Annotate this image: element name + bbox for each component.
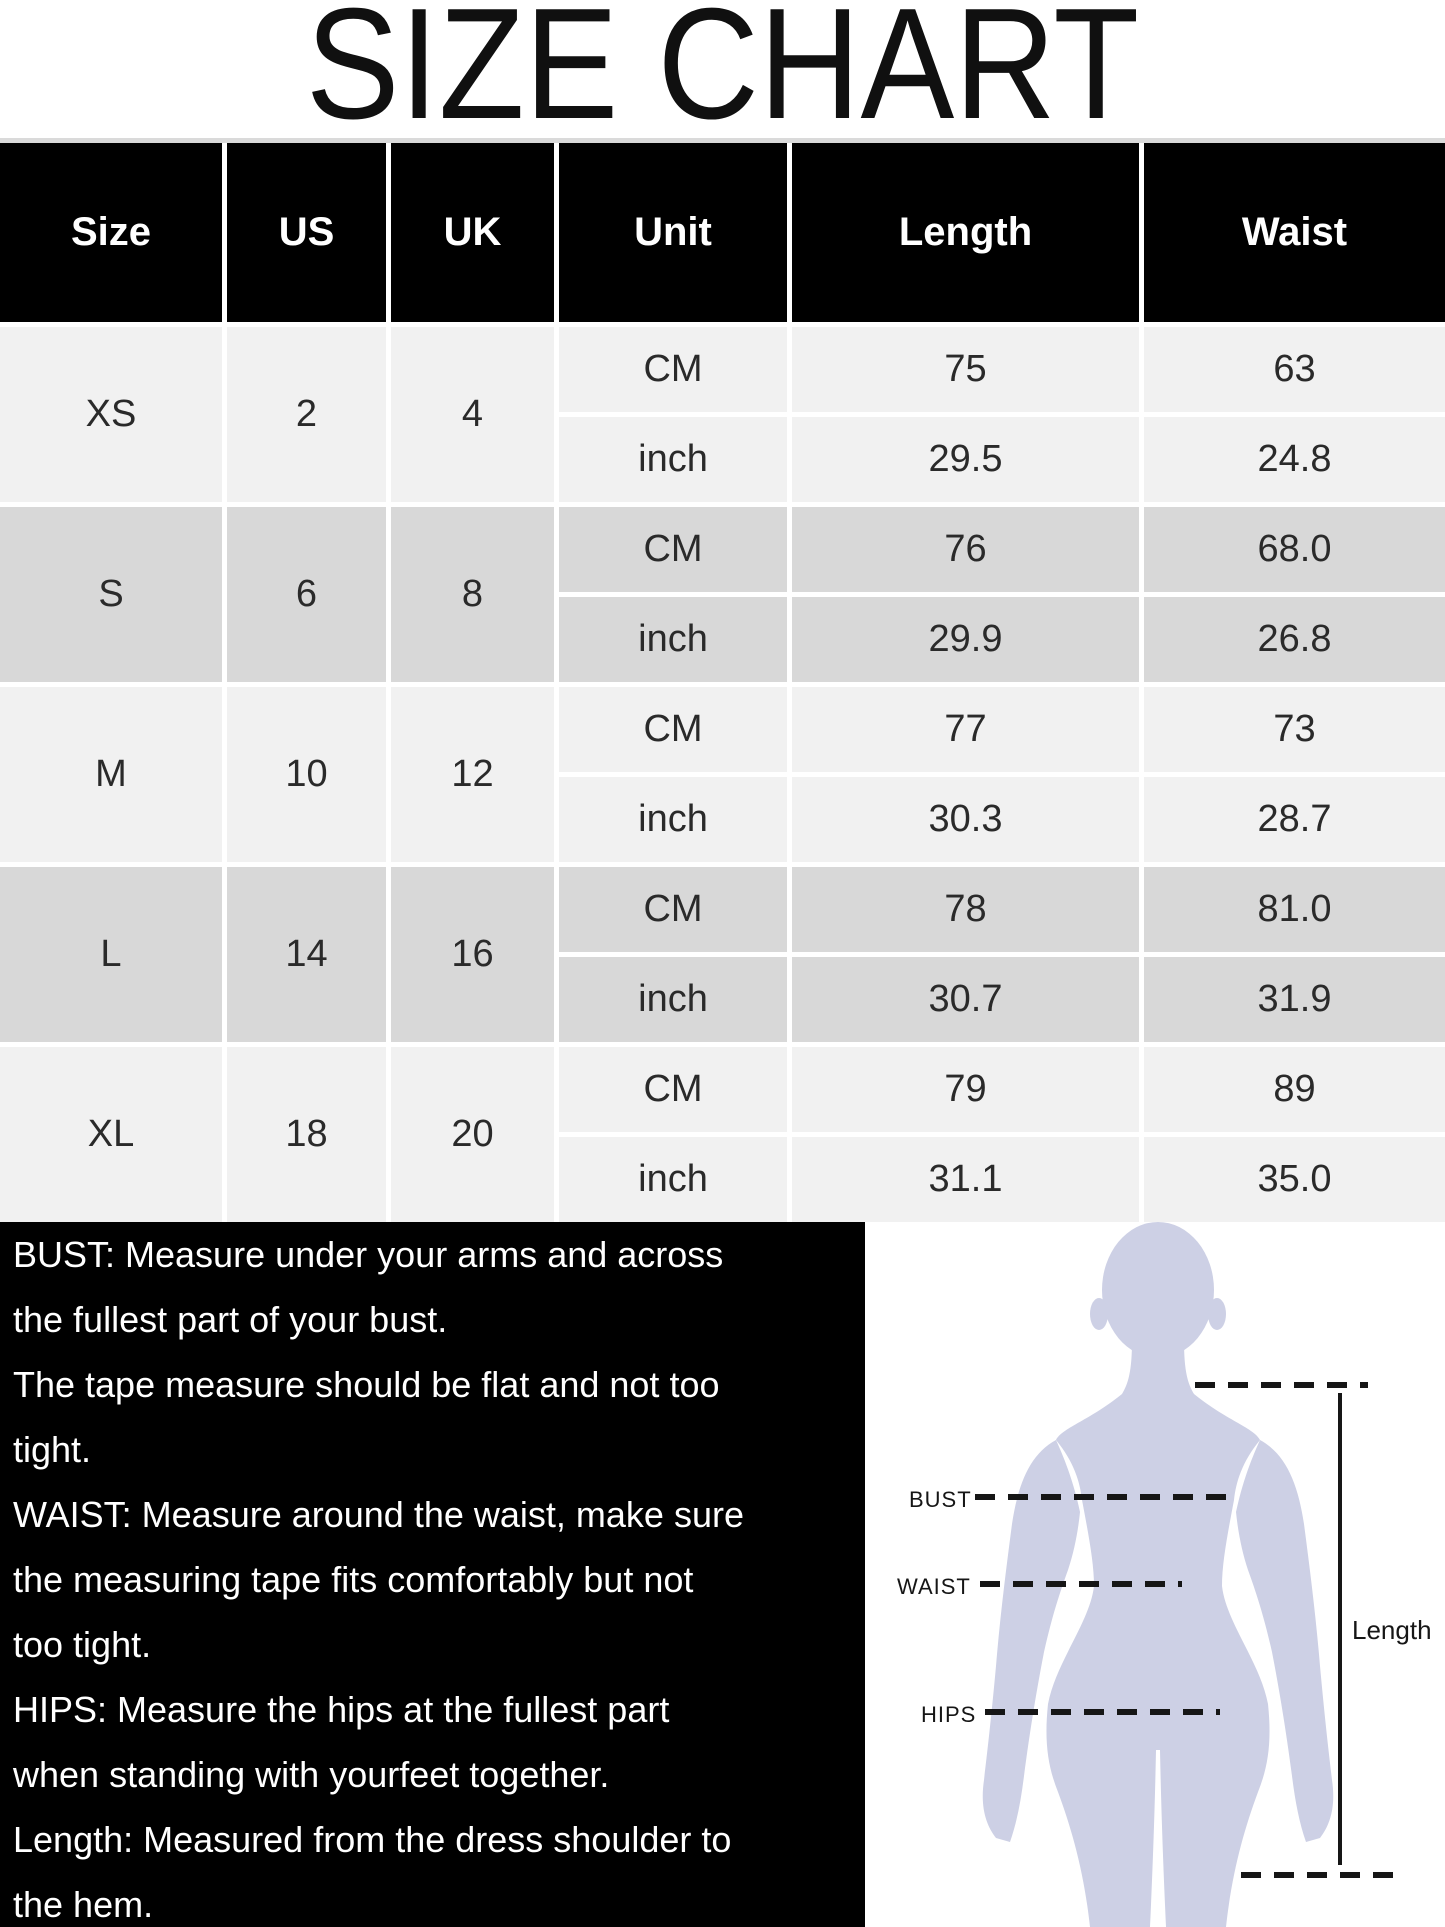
body-silhouette-diagram: BUST WAIST HIPS Length (897, 1222, 1432, 1927)
waist-label: WAIST (897, 1574, 971, 1599)
silhouette-head (1102, 1222, 1214, 1358)
inch-length-value: 31.1 (787, 1132, 1139, 1222)
inch-length-value: 30.7 (787, 952, 1139, 1042)
uk-value: 12 (386, 682, 554, 862)
instruction-line: tight. (13, 1429, 92, 1470)
unit-cm-label: CM (554, 862, 787, 952)
size-label: L (0, 862, 222, 1042)
instruction-line: BUST: Measure under your arms and across (13, 1234, 724, 1275)
measurement-figure: BUST WAIST HIPS Length (865, 1222, 1445, 1927)
inch-waist-value: 24.8 (1139, 412, 1445, 502)
us-value: 14 (222, 862, 386, 1042)
cm-length-value: 79 (787, 1042, 1139, 1132)
header-us: US (222, 143, 386, 322)
cm-waist-value: 89 (1139, 1042, 1445, 1132)
cm-waist-value: 81.0 (1139, 862, 1445, 952)
inch-waist-value: 28.7 (1139, 772, 1445, 862)
size-table: Size US UK Unit Length Waist XS 2 4 CM 7… (0, 143, 1445, 1222)
instruction-line: The tape measure should be flat and not … (13, 1364, 720, 1405)
instruction-line: when standing with yourfeet together. (13, 1754, 610, 1795)
inch-length-value: 30.3 (787, 772, 1139, 862)
header-unit: Unit (554, 143, 787, 322)
cm-waist-value: 68.0 (1139, 502, 1445, 592)
size-label: XS (0, 322, 222, 502)
bust-label: BUST (909, 1487, 972, 1512)
instruction-line: the hem. (13, 1884, 154, 1925)
cm-length-value: 78 (787, 862, 1139, 952)
silhouette-arm-left (982, 1440, 1080, 1842)
hips-label: HIPS (921, 1702, 976, 1727)
us-value: 10 (222, 682, 386, 862)
instruction-line: HIPS: Measure the hips at the fullest pa… (13, 1689, 670, 1730)
inch-length-value: 29.9 (787, 592, 1139, 682)
uk-value: 16 (386, 862, 554, 1042)
uk-value: 8 (386, 502, 554, 682)
silhouette-ear-left (1090, 1298, 1108, 1330)
unit-inch-label: inch (554, 1132, 787, 1222)
instruction-line: the measuring tape fits comfortably but … (13, 1559, 694, 1600)
instruction-line: too tight. (13, 1624, 152, 1665)
silhouette-torso-legs (1046, 1340, 1270, 1927)
cm-waist-value: 63 (1139, 322, 1445, 412)
unit-inch-label: inch (554, 952, 787, 1042)
inch-waist-value: 26.8 (1139, 592, 1445, 682)
unit-inch-label: inch (554, 772, 787, 862)
cm-length-value: 76 (787, 502, 1139, 592)
uk-value: 20 (386, 1042, 554, 1222)
inch-waist-value: 31.9 (1139, 952, 1445, 1042)
cm-length-value: 77 (787, 682, 1139, 772)
inch-length-value: 29.5 (787, 412, 1139, 502)
uk-value: 4 (386, 322, 554, 502)
unit-cm-label: CM (554, 1042, 787, 1132)
unit-cm-label: CM (554, 682, 787, 772)
size-label: M (0, 682, 222, 862)
unit-inch-label: inch (554, 412, 787, 502)
cm-length-value: 75 (787, 322, 1139, 412)
measurement-instructions: BUST: Measure under your arms and across… (0, 1222, 865, 1927)
instruction-line: Length: Measured from the dress shoulder… (13, 1819, 732, 1860)
us-value: 2 (222, 322, 386, 502)
header-waist: Waist (1139, 143, 1445, 322)
size-label: XL (0, 1042, 222, 1222)
length-label: Length (1352, 1615, 1432, 1645)
us-value: 6 (222, 502, 386, 682)
table-top-strip (0, 138, 1445, 143)
instruction-line: the fullest part of your bust. (13, 1299, 448, 1340)
silhouette-ear-right (1208, 1298, 1226, 1330)
unit-cm-label: CM (554, 322, 787, 412)
us-value: 18 (222, 1042, 386, 1222)
page-title: SIZE CHART (305, 0, 1140, 152)
header-uk: UK (386, 143, 554, 322)
unit-inch-label: inch (554, 592, 787, 682)
header-length: Length (787, 143, 1139, 322)
inch-waist-value: 35.0 (1139, 1132, 1445, 1222)
cm-waist-value: 73 (1139, 682, 1445, 772)
size-label: S (0, 502, 222, 682)
header-size: Size (0, 143, 222, 322)
silhouette-arm-right (1236, 1440, 1334, 1842)
unit-cm-label: CM (554, 502, 787, 592)
instruction-line: WAIST: Measure around the waist, make su… (13, 1494, 744, 1535)
